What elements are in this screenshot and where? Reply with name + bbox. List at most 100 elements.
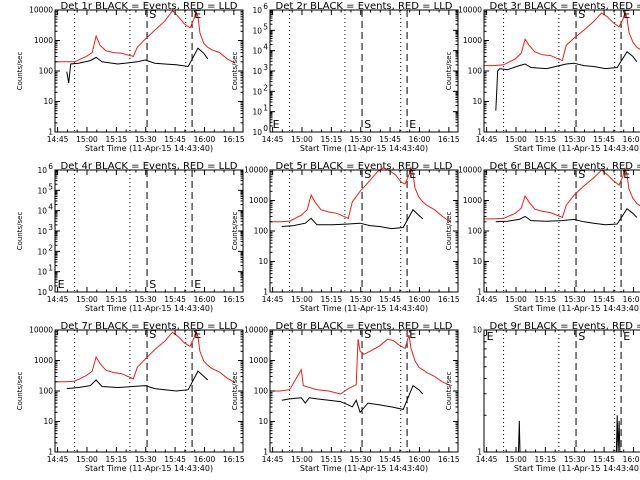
start-marker: S [578, 330, 585, 343]
x-tick-label: 14:45 [262, 135, 284, 144]
end-marker: E [623, 8, 630, 21]
x-tick-label: 15:45 [379, 295, 401, 304]
y-tick-label: 1 [477, 128, 482, 137]
end-marker: E [623, 330, 630, 343]
end-marker: E [623, 168, 630, 181]
x-tick-label: 14:45 [47, 295, 69, 304]
plot-frame [269, 9, 459, 133]
x-tick-label: 15:00 [505, 455, 527, 464]
x-tick-label: 15:45 [164, 295, 186, 304]
y-tick-label: 1000 [249, 356, 268, 365]
series-events-line [495, 207, 638, 226]
series-lld-line [55, 329, 236, 383]
end-marker: E [194, 278, 201, 291]
x-tick-label: 14:45 [262, 295, 284, 304]
y-axis-label: Counts/sec [231, 212, 239, 251]
plot-frame [483, 9, 640, 133]
y-tick-base: 10 [37, 247, 47, 256]
det-panel-8: Det 8r BLACK = Events, RED = LLD 1 10 100 10… [231, 321, 460, 473]
x-tick-label: 15:30 [564, 135, 586, 144]
series-events-line [495, 50, 638, 111]
chart-title: Det 6r BLACK = Events, RED = LLD [490, 161, 640, 172]
y-tick-label: 100 [254, 227, 269, 236]
y-tick-label: 100 [39, 67, 54, 76]
y-tick-label: 100 [468, 227, 483, 236]
x-tick-label: 16:00 [194, 295, 216, 304]
series-events-line [518, 415, 621, 453]
det-panel-2: Det 2r BLACK = Events, RED = LLD01011021… [231, 1, 460, 153]
y-tick-label: 1 [477, 288, 482, 297]
plot-frame [483, 169, 640, 293]
y-tick-base: 10 [37, 166, 47, 175]
y-tick-label: 100 [39, 387, 54, 396]
y-tick-label: 2 [263, 83, 268, 92]
x-tick-label: 15:30 [350, 135, 372, 144]
x-axis-label: Start Time (11-Apr-15 14:43:40) [85, 464, 213, 473]
x-tick-label: 16:15 [223, 455, 245, 464]
y-tick-base: 10 [37, 268, 47, 277]
x-axis-label: Start Time (11-Apr-15 14:43:40) [300, 464, 428, 473]
start-marker: S [364, 118, 371, 131]
y-tick-base: 10 [252, 67, 262, 76]
series-lld-line [484, 10, 640, 67]
x-tick-label: 14:45 [476, 295, 498, 304]
x-tick-label: 15:00 [76, 295, 98, 304]
y-axis-label: Counts/sec [445, 212, 453, 251]
end-marker: E [273, 118, 280, 131]
x-tick-label: 16:15 [438, 455, 460, 464]
end-marker: E [409, 168, 416, 181]
y-tick-label: 5 [263, 22, 268, 31]
det-panel-6: Det 6r BLACK = Events, RED = LLD 1 10 100 10… [445, 161, 640, 313]
y-tick-base: 10 [252, 128, 262, 137]
x-tick-label: 15:15 [535, 455, 557, 464]
y-axis-label: Counts/sec [16, 372, 24, 411]
x-tick-label: 15:45 [593, 295, 615, 304]
det-panel-9: Det 9r BLACK = Events, RED = LLD 1 10 14:45… [445, 321, 640, 473]
start-marker: S [578, 168, 585, 181]
x-tick-label: 15:00 [291, 455, 313, 464]
series-events-line [281, 384, 424, 414]
end-marker: E [409, 118, 416, 131]
x-tick-label: 15:15 [321, 295, 343, 304]
x-tick-label: 14:45 [476, 455, 498, 464]
x-tick-label: 15:15 [535, 135, 557, 144]
y-tick-label: 1 [263, 288, 268, 297]
x-tick-label: 16:15 [438, 295, 460, 304]
x-axis-label: Start Time (11-Apr-15 14:43:40) [514, 304, 640, 313]
x-axis-label: Start Time (11-Apr-15 14:43:40) [85, 304, 213, 313]
x-tick-label: 15:15 [535, 295, 557, 304]
x-tick-label: 16:00 [623, 295, 640, 304]
series-lld-line [55, 9, 236, 64]
y-tick-label: 1000 [34, 36, 53, 45]
series-lld-line [270, 165, 451, 223]
x-axis-label: Start Time (11-Apr-15 14:43:40) [85, 144, 213, 153]
x-tick-label: 15:30 [135, 135, 157, 144]
y-tick-label: 0 [263, 124, 268, 133]
y-tick-label: 10 [472, 326, 482, 335]
det-panel-5: Det 5r BLACK = Events, RED = LLD 1 10 100 10… [231, 161, 460, 313]
end-marker: E [194, 328, 201, 341]
start-marker: S [578, 8, 585, 21]
chart-title: Det 3r BLACK = Events, RED = LLD [490, 1, 640, 12]
chart-title: Det 9r BLACK = Events, RED = LLD [490, 321, 640, 332]
x-tick-label: 15:15 [106, 135, 128, 144]
y-tick-base: 10 [252, 26, 262, 35]
chart-title: Det 7r BLACK = Events, RED = LLD [61, 321, 238, 332]
chart-title: Det 4r BLACK = Events, RED = LLD [61, 161, 238, 172]
x-tick-label: 14:45 [476, 135, 498, 144]
end-marker: E [409, 328, 416, 341]
plot-frame [54, 169, 244, 293]
x-tick-label: 16:00 [194, 455, 216, 464]
y-tick-label: 6 [48, 162, 53, 171]
y-tick-label: 10000 [29, 6, 53, 15]
y-axis-label: Counts/sec [231, 372, 239, 411]
x-tick-label: 16:00 [409, 135, 431, 144]
det-panel-4: Det 4r BLACK = Events, RED = LLD01011021… [16, 161, 245, 313]
y-tick-base: 10 [37, 227, 47, 236]
y-tick-base: 10 [252, 6, 262, 15]
y-tick-label: 5 [48, 182, 53, 191]
x-tick-label: 16:15 [223, 295, 245, 304]
y-tick-label: 1000 [249, 196, 268, 205]
plot-frame [483, 329, 640, 453]
x-tick-label: 15:15 [321, 135, 343, 144]
